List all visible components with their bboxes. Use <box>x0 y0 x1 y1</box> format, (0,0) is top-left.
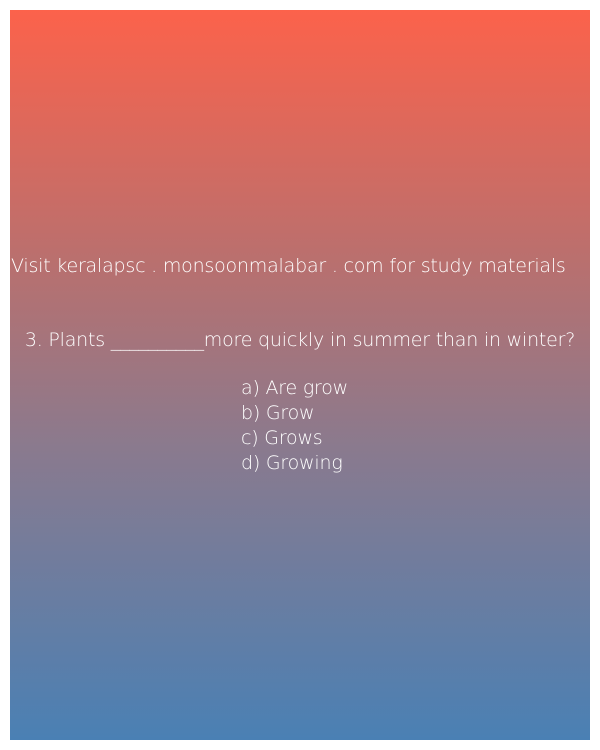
promo-text: Visit keralapsc . monsoonmalabar . com f… <box>11 255 566 277</box>
option-a: a) Are grow <box>241 377 348 399</box>
option-b: b) Grow <box>241 402 315 424</box>
options-list: a) Are grow b) Grow c) Grows d) Growing <box>241 376 348 476</box>
question-text: 3. Plants __________more quickly in summ… <box>24 329 576 351</box>
question-card: Visit keralapsc . monsoonmalabar . com f… <box>10 10 590 740</box>
option-c: c) Grows <box>241 427 323 449</box>
option-d: d) Growing <box>241 452 343 474</box>
